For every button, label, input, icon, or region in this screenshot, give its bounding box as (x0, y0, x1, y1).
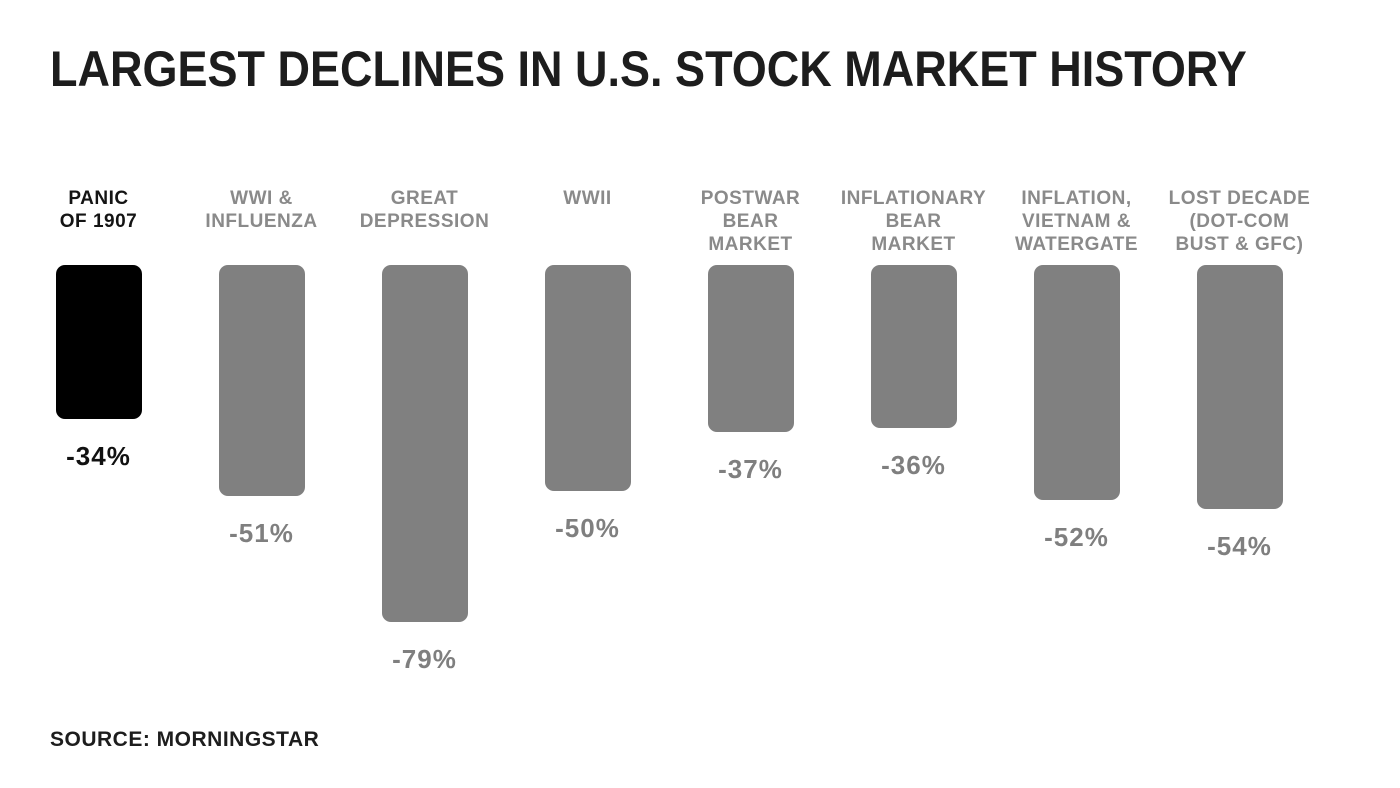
bar-group-wwii: WWII -50% (506, 187, 669, 675)
category-label: GREAT DEPRESSION (359, 188, 490, 232)
category-label: POSTWAR BEAR MARKET (700, 188, 801, 255)
bar-lost-decade (1196, 265, 1283, 509)
bar-wwi-influenza (218, 265, 305, 496)
value-label: -54% (1207, 531, 1272, 561)
value-label: -79% (392, 644, 457, 674)
bar-postwar-bear (707, 265, 794, 432)
bar-group-lost-decade: LOST DECADE (DOT-COM BUST & GFC) -54% (1158, 187, 1321, 675)
bar-1907-panic (55, 265, 142, 419)
category-label: INFLATION, VIETNAM & WATERGATE (1014, 188, 1139, 255)
bar-group-1907-panic: PANIC OF 1907 -34% (17, 187, 180, 675)
value-label: -50% (555, 513, 620, 543)
category-label: INFLATIONARY BEAR MARKET (840, 188, 987, 255)
chart-title: LARGEST DECLINES IN U.S. STOCK MARKET HI… (50, 41, 1247, 97)
category-label: PANIC OF 1907 (59, 188, 138, 232)
bar-great-depression (381, 265, 468, 622)
bar-group-great-depression: GREAT DEPRESSION -79% (343, 187, 506, 675)
value-label: -37% (718, 454, 783, 484)
bar-chart: PANIC OF 1907 -34% WWI & INFLUENZA -51% … (17, 187, 1321, 675)
value-label: -52% (1044, 522, 1109, 552)
value-label: -36% (881, 450, 946, 480)
bar-group-postwar-bear: POSTWAR BEAR MARKET -37% (669, 187, 832, 675)
bar-group-wwi-influenza: WWI & INFLUENZA -51% (180, 187, 343, 675)
bar-group-inflationary-bear: INFLATIONARY BEAR MARKET -36% (832, 187, 995, 675)
bar-inflationary-bear (870, 265, 957, 428)
source-attribution: SOURCE: MORNINGSTAR (50, 728, 320, 751)
bar-group-inflation-vietnam-watergate: INFLATION, VIETNAM & WATERGATE -52% (995, 187, 1158, 675)
category-label: LOST DECADE (DOT-COM BUST & GFC) (1168, 188, 1311, 255)
bar-wwii (544, 265, 631, 491)
category-label: WWI & INFLUENZA (205, 188, 318, 232)
value-label: -34% (66, 441, 131, 471)
category-label: WWII (563, 188, 612, 209)
bar-inflation-vietnam-watergate (1033, 265, 1120, 500)
value-label: -51% (229, 518, 294, 548)
